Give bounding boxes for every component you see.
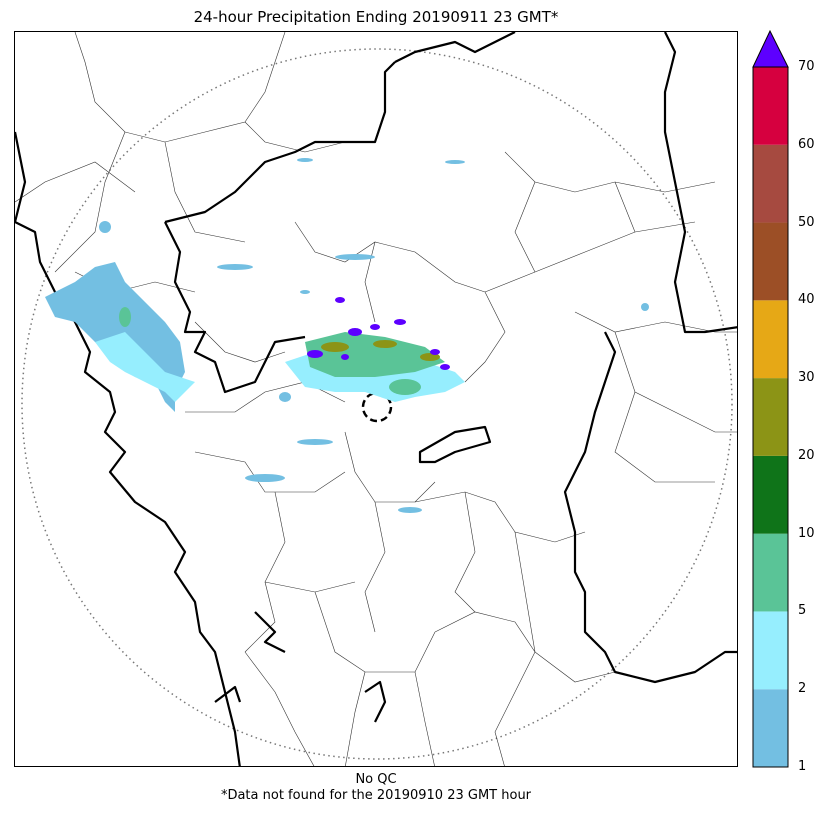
qc-caption: No QC (355, 772, 397, 787)
colorbar-tick-label: 60 (798, 136, 815, 152)
colorbar-segment (753, 611, 788, 690)
colorbar-tick-label: 20 (798, 447, 815, 463)
colorbar-tick-label: 30 (798, 370, 815, 386)
colorbar-segment (753, 144, 788, 223)
radar-map[interactable] (14, 31, 738, 767)
colorbar-segment (753, 300, 788, 379)
precipitation-extreme (307, 297, 450, 370)
colorbar-tick-label: 5 (798, 603, 807, 619)
colorbar-tick-label: 70 (798, 59, 815, 74)
range-ring (21, 48, 733, 760)
colorbar-tick-label: 40 (798, 292, 815, 308)
district-boundaries (15, 32, 737, 766)
precipitation-intense (321, 340, 440, 361)
colorbar-segment (753, 689, 788, 767)
colorbar-segment (753, 533, 788, 612)
colorbar-segment (753, 378, 788, 456)
colorbar-tick-label: 2 (798, 681, 807, 697)
colorbar-extend-arrow (752, 30, 789, 68)
colorbar-tick-label: 1 (798, 759, 807, 774)
colorbar-tick-label: 10 (798, 525, 815, 541)
colorbar (752, 30, 789, 768)
chart-title: 24-hour Precipitation Ending 20190911 23… (193, 8, 559, 26)
colorbar-segment (753, 67, 788, 145)
radar-site-marker[interactable] (361, 391, 393, 423)
colorbar-segment (753, 455, 788, 534)
colorbar-tick-label: 50 (798, 214, 815, 230)
missing-data-note: *Data not found for the 20190910 23 GMT … (220, 788, 532, 803)
colorbar-segment (753, 222, 788, 301)
state-boundaries (15, 32, 737, 766)
